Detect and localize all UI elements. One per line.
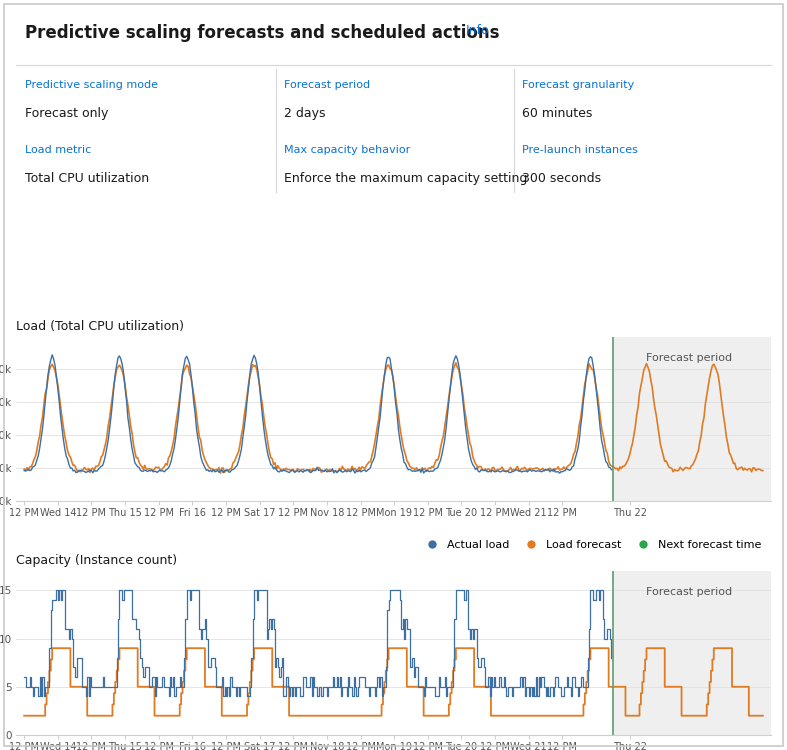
Text: Forecast period: Forecast period	[646, 587, 732, 598]
Text: 60 minutes: 60 minutes	[522, 106, 593, 120]
Text: Capacity (Instance count): Capacity (Instance count)	[16, 554, 177, 567]
Text: Max capacity behavior: Max capacity behavior	[284, 145, 410, 154]
Text: Load metric: Load metric	[25, 145, 91, 154]
Bar	[613, 337, 771, 500]
Text: Predictive scaling mode: Predictive scaling mode	[25, 80, 158, 90]
Text: Forecast period: Forecast period	[284, 80, 370, 90]
Text: 300 seconds: 300 seconds	[522, 172, 601, 184]
Text: Total CPU utilization: Total CPU utilization	[25, 172, 149, 184]
Text: Load (Total CPU utilization): Load (Total CPU utilization)	[16, 320, 183, 333]
Text: Predictive scaling forecasts and scheduled actions: Predictive scaling forecasts and schedul…	[25, 24, 499, 42]
Text: Forecast granularity: Forecast granularity	[522, 80, 634, 90]
Bar	[613, 571, 771, 735]
Text: 2 days: 2 days	[284, 106, 326, 120]
Text: Info: Info	[465, 24, 489, 37]
Text: Enforce the maximum capacity setting: Enforce the maximum capacity setting	[284, 172, 527, 184]
Legend: Actual load, Load forecast, Next forecast time: Actual load, Load forecast, Next forecas…	[417, 536, 766, 554]
Text: Forecast period: Forecast period	[646, 353, 732, 363]
Text: Pre-launch instances: Pre-launch instances	[522, 145, 637, 154]
Text: Forecast only: Forecast only	[25, 106, 108, 120]
